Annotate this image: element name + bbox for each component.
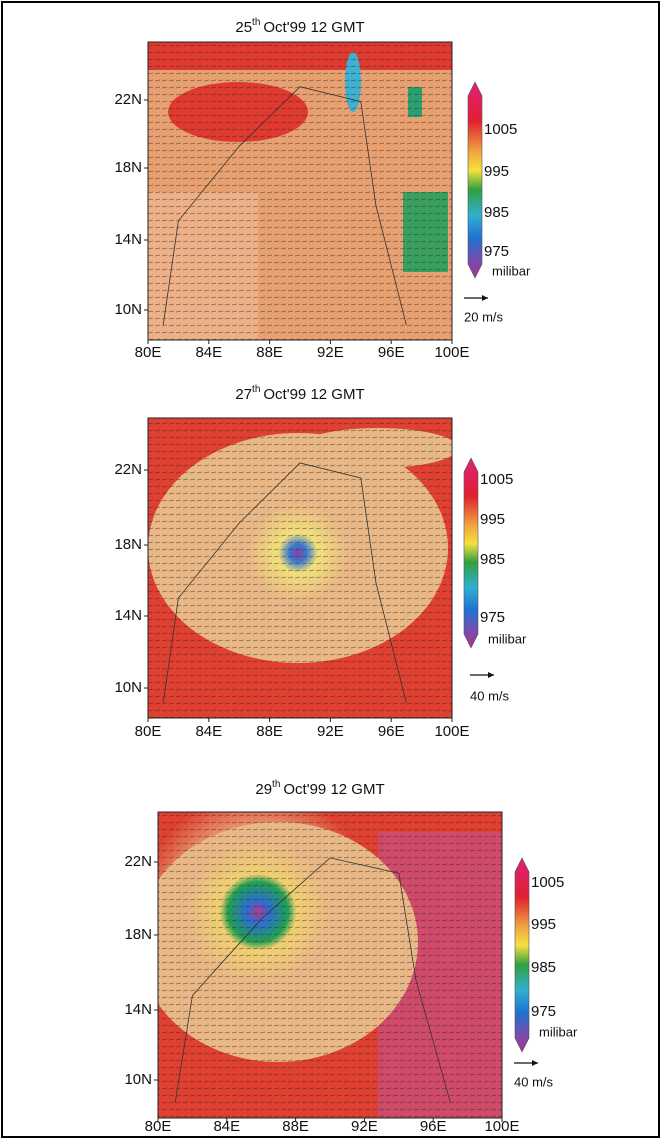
x-tick-label: 84E (213, 1118, 240, 1135)
y-tick-label: 22N (114, 91, 142, 108)
y-tick-label: 18N (114, 536, 142, 553)
colorbar-label: 995 (531, 916, 556, 933)
panel-title: 25th Oct'99 12 GMT (235, 17, 364, 36)
coastline (162, 86, 407, 326)
x-tick-label: 92E (317, 723, 344, 740)
title-sup: th (252, 17, 260, 28)
title-sup: th (272, 779, 280, 790)
y-tick-label: 14N (124, 1001, 152, 1018)
x-tick-label: 88E (256, 723, 283, 740)
scale-arrowhead (482, 295, 488, 301)
scale-arrowhead (532, 1060, 538, 1066)
y-tick-label: 18N (124, 926, 152, 943)
wind-vectors (158, 812, 502, 1118)
map-panel: 27th Oct'99 12 GMT 22N 18N 14N 10N 80E 84E 88E 92… (114, 384, 526, 740)
map-field (158, 812, 502, 1118)
map-border (147, 41, 453, 341)
title-sup: th (252, 384, 260, 395)
scale-label: 20 m/s (464, 309, 504, 324)
x-tick-label: 100E (434, 344, 469, 361)
colorbar-label: 985 (484, 204, 509, 221)
colorbar-unit: milibar (539, 1024, 578, 1039)
x-tick-label: 92E (351, 1118, 378, 1135)
coastline (162, 462, 407, 704)
x-tick-label: 80E (145, 1118, 172, 1135)
panel-title: 27th Oct'99 12 GMT (235, 384, 364, 403)
map-field (148, 418, 452, 718)
x-tick-label: 80E (135, 723, 162, 740)
colorbar-label: 985 (480, 551, 505, 568)
colorbar-unit: milibar (492, 263, 531, 278)
colorbar-label: 985 (531, 959, 556, 976)
title-rest: Oct'99 12 GMT (263, 386, 364, 403)
title-rest: Oct'99 12 GMT (283, 781, 384, 798)
map-panel: 29th Oct'99 12 GMT 22N 18N 14N 10N 80E 84E 88E 92… (124, 779, 577, 1135)
x-tick-label: 84E (195, 723, 222, 740)
x-tick-label: 96E (378, 723, 405, 740)
x-tick-label: 88E (256, 344, 283, 361)
y-tick-label: 10N (114, 301, 142, 318)
title-day: 29 (255, 781, 272, 798)
wind-vectors (148, 42, 452, 340)
scale-arrowhead (488, 672, 494, 678)
colorbar-label: 975 (531, 1003, 556, 1020)
x-tick-label: 92E (317, 344, 344, 361)
y-tick-label: 10N (124, 1071, 152, 1088)
colorbar-label: 995 (480, 511, 505, 528)
map-panel: 25th Oct'99 12 GMT 22N 18N 14N 10N 80E 84E 88E 92… (114, 17, 530, 361)
colorbar-unit: milibar (488, 631, 527, 646)
colorbar-label: 975 (480, 609, 505, 626)
x-tick-label: 84E (195, 344, 222, 361)
panel-title: 29th Oct'99 12 GMT (255, 779, 384, 798)
y-tick-label: 14N (114, 231, 142, 248)
scale-label: 40 m/s (514, 1074, 554, 1089)
colorbar-label: 1005 (531, 874, 564, 891)
x-tick-label: 100E (434, 723, 469, 740)
x-tick-label: 100E (484, 1118, 519, 1135)
coastline (174, 857, 451, 1103)
title-day: 25 (235, 19, 252, 36)
y-tick-label: 18N (114, 159, 142, 176)
map-border (157, 811, 503, 1119)
colorbar (467, 81, 483, 279)
scale-label: 40 m/s (470, 688, 510, 703)
x-tick-label: 96E (420, 1118, 447, 1135)
colorbar (514, 857, 530, 1053)
colorbar-label: 1005 (484, 121, 517, 138)
colorbar-label: 1005 (480, 471, 513, 488)
y-tick-label: 10N (114, 679, 142, 696)
title-rest: Oct'99 12 GMT (263, 19, 364, 36)
map-border (147, 417, 453, 719)
x-tick-label: 80E (135, 344, 162, 361)
title-day: 27 (235, 386, 252, 403)
colorbar-label: 995 (484, 163, 509, 180)
colorbar-label: 975 (484, 243, 509, 260)
wind-vectors (148, 418, 452, 718)
y-tick-label: 22N (114, 461, 142, 478)
y-tick-label: 14N (114, 607, 142, 624)
y-tick-label: 22N (124, 853, 152, 870)
x-tick-label: 88E (282, 1118, 309, 1135)
colorbar (463, 457, 479, 649)
x-tick-label: 96E (378, 344, 405, 361)
map-field (148, 42, 452, 340)
